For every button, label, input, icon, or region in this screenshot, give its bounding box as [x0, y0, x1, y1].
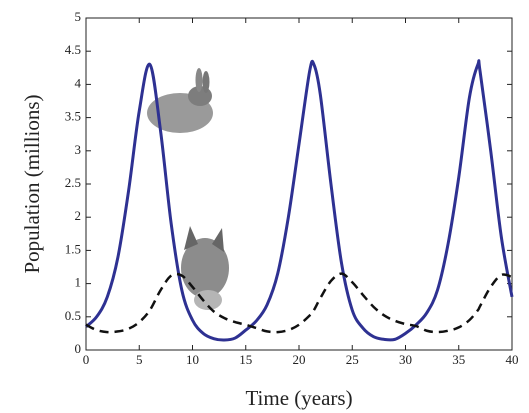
- y-tick-label: 5: [75, 9, 82, 24]
- x-tick-label: 15: [239, 352, 252, 367]
- y-tick-label: 4.5: [65, 42, 81, 57]
- x-tick-label: 10: [186, 352, 199, 367]
- x-tick-label: 30: [399, 352, 412, 367]
- x-axis-label: Time (years): [245, 386, 352, 410]
- rabbit-picture: [147, 68, 213, 133]
- x-tick-label: 25: [346, 352, 359, 367]
- y-tick-label: 2.5: [65, 175, 81, 190]
- y-axis-label: Population (millions): [20, 94, 44, 273]
- x-tick-label: 20: [293, 352, 306, 367]
- y-tick-label: 4: [75, 75, 82, 90]
- rabbit-ear: [195, 68, 203, 92]
- x-tick-label: 0: [83, 352, 90, 367]
- y-tick-label: 3.5: [65, 109, 81, 124]
- series-line: [85, 272, 513, 334]
- lynx-chin: [194, 290, 222, 310]
- lynx-head: [181, 238, 229, 298]
- y-tick-label: 1: [75, 275, 82, 290]
- lynx-ear: [212, 228, 224, 252]
- lynx-picture: [181, 226, 229, 310]
- lynx-ear: [184, 226, 198, 250]
- x-tick-label: 40: [506, 352, 519, 367]
- y-tick-label: 2: [75, 208, 82, 223]
- x-tick-label: 35: [452, 352, 465, 367]
- y-tick-label: 1.5: [65, 241, 81, 256]
- y-tick-label: 0: [75, 341, 82, 356]
- x-tick-label: 5: [136, 352, 143, 367]
- series-line: [84, 59, 514, 342]
- rabbit-ear: [202, 71, 210, 93]
- y-tick-label: 0.5: [65, 308, 81, 323]
- y-tick-label: 3: [75, 142, 82, 157]
